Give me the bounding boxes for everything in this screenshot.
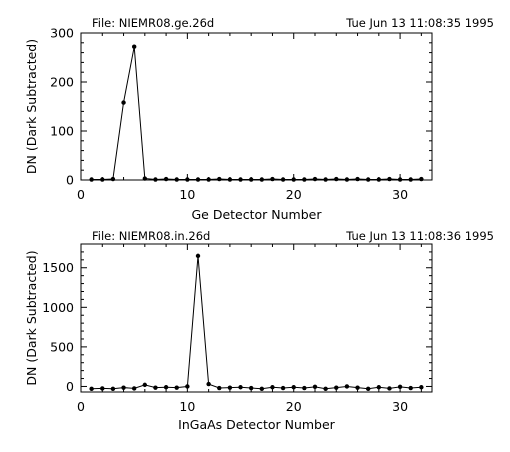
data-point bbox=[163, 176, 169, 182]
x-axis-label: Ge Detector Number bbox=[191, 207, 322, 222]
data-point bbox=[387, 176, 392, 182]
data-point bbox=[217, 176, 222, 182]
data-point bbox=[89, 177, 94, 182]
data-point bbox=[355, 385, 360, 390]
data-point bbox=[419, 176, 424, 182]
x-tick-label: 20 bbox=[286, 187, 302, 202]
data-point bbox=[195, 253, 201, 259]
data-point bbox=[334, 385, 339, 390]
file-label: File: NIEMR08.in.26d bbox=[92, 229, 210, 243]
y-tick-label: 1500 bbox=[42, 260, 74, 275]
data-point bbox=[270, 385, 275, 390]
x-tick-label: 0 bbox=[77, 187, 85, 202]
data-point bbox=[419, 385, 424, 390]
data-point bbox=[376, 177, 382, 182]
y-tick-label: 0 bbox=[66, 173, 74, 188]
y-tick-label: 1000 bbox=[42, 300, 74, 315]
data-point bbox=[153, 385, 158, 390]
data-point bbox=[302, 385, 307, 391]
y-tick-label: 0 bbox=[66, 379, 74, 394]
data-point bbox=[238, 177, 243, 182]
data-point bbox=[100, 177, 105, 182]
data-point bbox=[227, 385, 233, 390]
data-point bbox=[238, 385, 243, 390]
file-label: File: NIEMR08.ge.26d bbox=[92, 16, 214, 30]
data-point bbox=[365, 177, 371, 182]
data-point bbox=[163, 385, 169, 390]
x-tick-label: 30 bbox=[392, 399, 408, 414]
data-point bbox=[131, 386, 137, 391]
data-point bbox=[174, 385, 179, 390]
x-axis-label: InGaAs Detector Number bbox=[178, 417, 336, 432]
data-point bbox=[153, 177, 158, 182]
data-point bbox=[248, 177, 254, 182]
data-point bbox=[312, 176, 318, 182]
data-point bbox=[195, 177, 201, 182]
data-point bbox=[185, 384, 190, 389]
data-point bbox=[387, 386, 392, 391]
data-point bbox=[174, 177, 179, 182]
data-point bbox=[121, 100, 126, 105]
data-point bbox=[227, 177, 233, 182]
data-point bbox=[121, 385, 126, 390]
x-tick-label: 10 bbox=[179, 187, 195, 202]
data-point bbox=[312, 384, 318, 390]
data-point bbox=[142, 382, 148, 388]
data-point bbox=[100, 386, 105, 391]
data-point bbox=[185, 177, 190, 182]
plot-frame bbox=[80, 243, 433, 393]
y-tick-label: 300 bbox=[50, 26, 74, 41]
y-tick-label: 200 bbox=[50, 75, 74, 90]
data-point bbox=[334, 176, 339, 182]
data-point bbox=[206, 381, 211, 387]
plot-frame bbox=[80, 32, 433, 181]
timestamp: Tue Jun 13 11:08:36 1995 bbox=[345, 229, 494, 243]
data-point bbox=[259, 386, 265, 392]
data-point bbox=[408, 385, 413, 391]
series-line bbox=[91, 255, 422, 390]
data-point bbox=[110, 176, 116, 182]
x-tick-label: 30 bbox=[392, 187, 408, 202]
data-point bbox=[323, 386, 328, 392]
data-point bbox=[142, 176, 148, 181]
x-tick-label: 0 bbox=[77, 399, 85, 414]
data-point bbox=[280, 177, 286, 182]
y-tick-label: 500 bbox=[50, 339, 74, 354]
data-point bbox=[270, 176, 275, 182]
data-point bbox=[344, 384, 350, 389]
data-point bbox=[397, 177, 403, 182]
y-axis-label: DN (Dark Subtracted) bbox=[24, 250, 39, 385]
x-tick-label: 10 bbox=[179, 399, 195, 414]
data-point bbox=[397, 384, 403, 390]
data-point bbox=[291, 385, 296, 390]
y-axis-label: DN (Dark Subtracted) bbox=[24, 39, 39, 174]
data-point bbox=[131, 44, 137, 49]
timestamp: Tue Jun 13 11:08:35 1995 bbox=[345, 16, 494, 30]
data-point bbox=[291, 177, 296, 182]
data-point bbox=[365, 386, 371, 392]
data-point bbox=[344, 177, 350, 182]
data-point bbox=[408, 177, 413, 182]
data-point bbox=[280, 385, 286, 391]
data-point bbox=[323, 177, 328, 182]
y-tick-label: 100 bbox=[50, 124, 74, 139]
data-point bbox=[259, 177, 265, 182]
data-point bbox=[110, 386, 116, 392]
data-point bbox=[217, 385, 222, 391]
data-point bbox=[89, 386, 94, 392]
data-point bbox=[302, 177, 307, 182]
data-point bbox=[355, 176, 360, 182]
data-point bbox=[248, 385, 254, 391]
data-point bbox=[376, 385, 382, 390]
x-tick-label: 20 bbox=[286, 399, 302, 414]
series-line bbox=[91, 46, 422, 181]
data-point bbox=[206, 177, 211, 182]
